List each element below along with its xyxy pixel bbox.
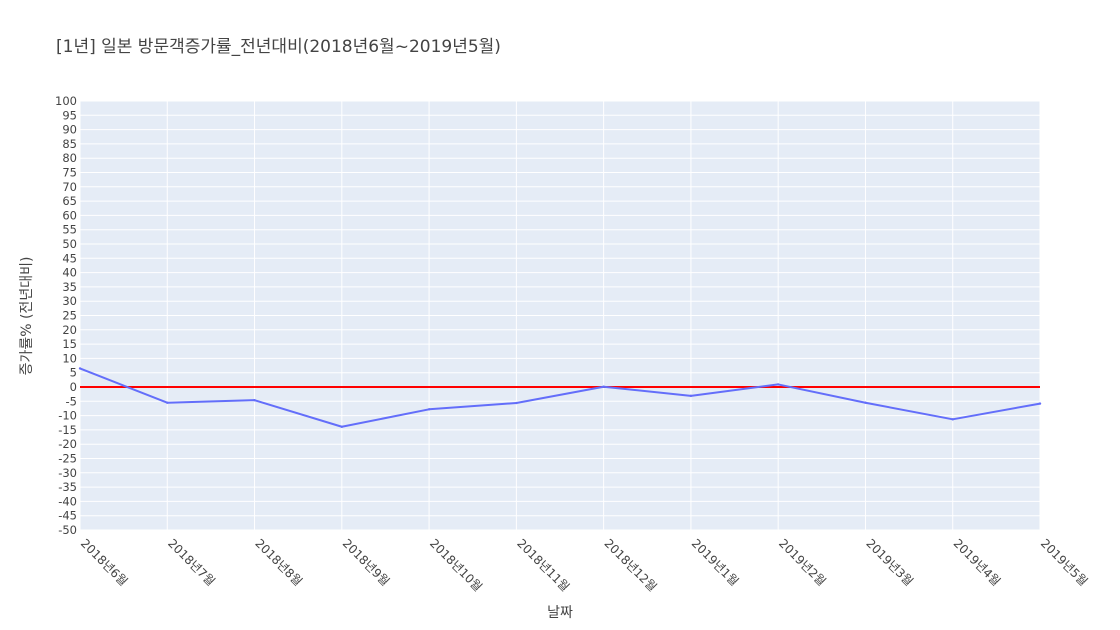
data-point (253, 398, 256, 402)
series-layer (78, 367, 1042, 428)
x-tick-label: 2018년7월 (165, 536, 218, 589)
x-tick-label: 2018년11월 (514, 536, 572, 594)
x-axis-title: 날짜 (547, 605, 573, 621)
y-tick-label: -45 (58, 509, 77, 523)
y-tick-label: -15 (58, 423, 77, 437)
data-point (776, 383, 780, 386)
y-tick-label: -30 (58, 466, 77, 480)
data-point (515, 401, 518, 405)
chart-title: [1년] 일본 방문객증가률_전년대비(2018년6월~2019년5월) (56, 37, 501, 57)
x-tick-label: 2018년9월 (340, 536, 393, 589)
y-tick-label: 90 (62, 123, 77, 137)
y-tick-label: 75 (62, 166, 77, 180)
x-tick-label: 2018년6월 (78, 536, 131, 589)
x-tick-label: 2018년8월 (252, 536, 305, 589)
y-tick-label: 70 (62, 180, 77, 194)
data-point (340, 425, 344, 428)
y-tick-label: 80 (62, 151, 77, 165)
x-tick-label: 2019년3월 (863, 536, 916, 589)
x-tick-label: 2019년5월 (1038, 536, 1091, 589)
y-tick-label: 5 (70, 366, 77, 380)
data-point (602, 385, 605, 388)
y-tick-label: 95 (62, 108, 77, 122)
y-tick-label: 35 (62, 280, 77, 294)
y-tick-label: 40 (62, 266, 77, 280)
y-tick-label: -5 (66, 394, 77, 408)
y-axis-ticks: -50-45-40-35-30-25-20-15-10-505101520253… (55, 94, 77, 537)
y-tick-label: 65 (62, 194, 77, 208)
data-point (864, 401, 867, 404)
y-tick-label: -40 (58, 494, 77, 508)
data-point (689, 394, 693, 398)
y-tick-label: -50 (58, 523, 77, 537)
x-tick-label: 2019년2월 (776, 536, 829, 589)
x-tick-label: 2019년4월 (951, 536, 1004, 589)
y-tick-label: 25 (62, 309, 77, 323)
y-tick-label: -20 (58, 437, 77, 451)
y-tick-label: 50 (62, 237, 77, 251)
y-tick-label: -35 (58, 480, 77, 494)
x-tick-label: 2018년10월 (427, 536, 485, 594)
y-tick-label: 15 (62, 337, 77, 351)
data-point (166, 401, 169, 404)
y-tick-label: -25 (58, 452, 77, 466)
y-tick-label: 60 (62, 208, 77, 222)
data-point (78, 367, 82, 370)
data-point (427, 408, 431, 411)
y-tick-label: 20 (62, 323, 77, 337)
x-tick-label: 2018년12월 (602, 536, 660, 594)
y-tick-label: 45 (62, 251, 77, 265)
y-tick-label: 0 (70, 380, 77, 394)
y-tick-label: 85 (62, 137, 77, 151)
y-axis-title: 증가률% (전년대비) (19, 257, 35, 376)
x-axis-ticks: 2018년6월 2018년7월 2018년8월 2018년9월 2018년10월 2018… (78, 536, 1091, 594)
x-tick-label: 2019년1월 (689, 536, 742, 589)
y-tick-label: 10 (62, 351, 77, 365)
y-tick-label: -10 (58, 409, 77, 423)
y-tick-label: 30 (62, 294, 77, 308)
series-line (79, 367, 1041, 428)
data-point (951, 418, 954, 421)
y-tick-label: 100 (55, 94, 77, 108)
data-point (1038, 402, 1042, 405)
y-tick-label: 55 (62, 223, 77, 237)
